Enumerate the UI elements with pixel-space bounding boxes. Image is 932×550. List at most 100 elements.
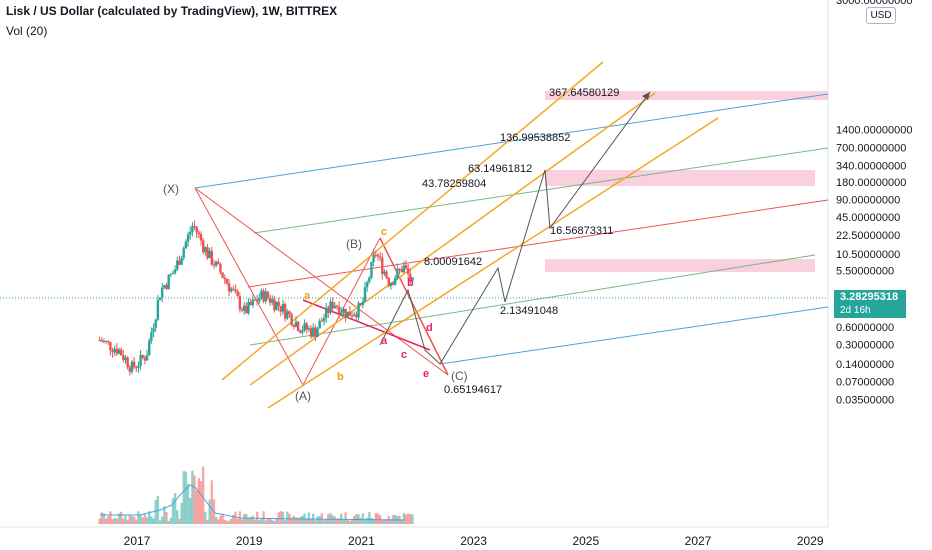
candle-body [100,340,103,342]
candle-body [305,323,308,330]
candle-body [184,241,188,249]
volume-bar [372,518,375,524]
green-channel-lower [249,254,816,346]
volume-bar [135,519,138,524]
candle-body [208,250,211,259]
volume-bar [139,514,142,524]
volume-bar [376,513,380,524]
candle-body [320,320,324,322]
volume-bar [154,500,157,524]
chart-title: Lisk / US Dollar (calculated by TradingV… [6,4,338,18]
candle-body [126,357,129,368]
candle-body [275,301,278,311]
level-label: 367.64580129 [549,87,619,99]
candle-body [266,291,270,298]
candle-body [210,250,213,265]
volume-bar [178,518,181,524]
volume-bar [167,520,170,524]
candle-body [271,299,274,303]
volume-bar [355,514,358,524]
volume-bar [221,513,224,524]
volume-bar [299,516,302,524]
candle-body [191,226,194,232]
candle-body [378,256,382,258]
volume-bar [314,520,317,524]
candle-body [277,301,280,306]
candle-body [396,268,399,279]
volume-bar [342,520,345,524]
candle-body [337,306,341,316]
volume-bar [186,483,190,524]
volume-bar [236,518,239,524]
candle-body [281,303,285,312]
volume-bar [171,498,175,524]
y-tick-label: 0.30000000 [836,340,894,352]
candle-body [346,311,349,319]
candle-body [312,327,315,337]
candle-body [331,301,334,309]
volume-bar [368,511,371,524]
wave-label-b-orange: b [337,371,344,383]
volume-bar [132,516,136,524]
volume-bar [137,511,140,524]
wave-label-b-red: b [407,277,414,289]
volume-bar [335,518,339,524]
volume-bar [283,520,287,524]
candle-body [344,308,347,319]
volume-bar [219,515,222,524]
volume-bar [107,516,110,524]
y-tick-label: 0.14000000 [836,359,894,371]
wave-label-x: (X) [163,182,179,196]
candle-body [193,226,196,228]
candle-body [251,299,254,306]
volume-bar [251,515,254,524]
volume-bar [184,471,188,524]
candle-body [176,260,179,270]
candle-body [122,355,125,360]
candle-body [212,264,216,266]
volume-bar [247,517,250,524]
candle-body [335,305,339,307]
volume-bar [199,481,203,524]
volume-bar [273,520,276,524]
candle-body [324,307,328,318]
volume-bar [111,519,114,524]
wave-label-c-orange: c [381,226,387,238]
volume-bar [98,518,101,524]
candle-body [391,282,395,285]
candle-body [387,277,390,287]
currency-button[interactable]: USD [866,7,896,24]
volume-bar [225,520,229,524]
level-label: 8.00091642 [424,256,482,268]
candle-body [340,312,343,316]
candle-body [309,328,313,337]
candle-body [255,300,259,302]
volume-bar [340,513,343,524]
zone-low [545,259,815,272]
volume-bar [264,520,267,524]
candle-body [258,298,261,302]
volume-bar [281,511,285,524]
volume-bar [191,470,194,524]
candle-body [238,296,242,310]
y-tick-label: 22.50000000 [836,230,900,242]
candle-body [247,302,250,314]
volume-bar [320,513,324,524]
candle-body [141,354,144,358]
volume-bar [104,518,108,524]
candle-body [292,325,295,327]
candle-body [253,299,257,301]
red-line-b-to-c [379,237,449,376]
candle-body [195,226,198,233]
volume-bar [290,517,293,524]
volume-bar [100,512,103,524]
candle-body [214,261,218,266]
candle-body [299,331,302,333]
volume-bar [160,516,164,524]
volume-bar [169,517,173,524]
volume-bar [152,518,155,524]
candle-body [145,355,149,361]
volume-bar [389,519,393,524]
candle-body [260,290,263,299]
